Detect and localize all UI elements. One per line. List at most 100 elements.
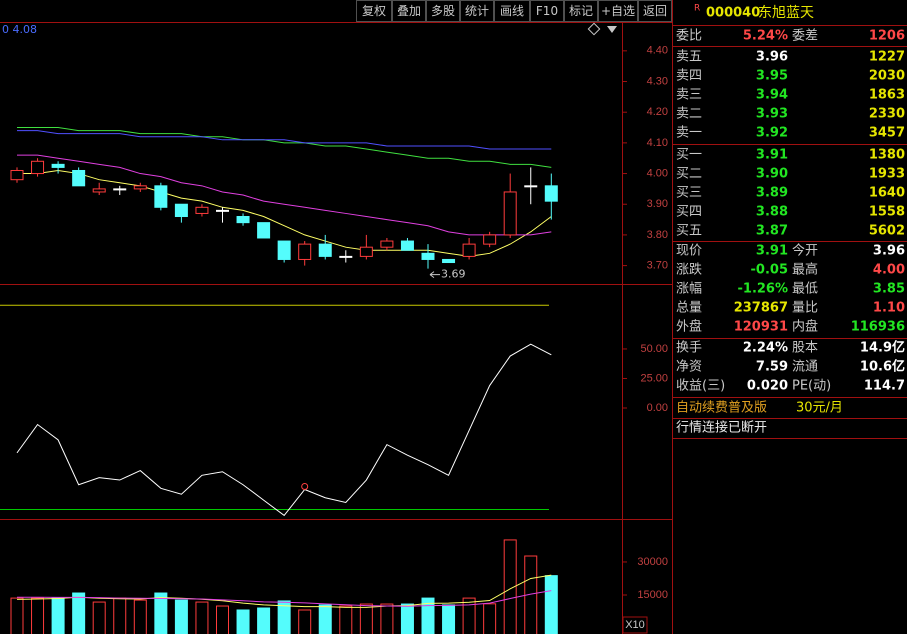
button-frame[interactable] <box>460 0 494 22</box>
annotation-label: 3.69 <box>441 268 466 281</box>
button-frame[interactable] <box>638 0 672 22</box>
field-value: 116936 <box>851 320 905 335</box>
diamond-icon[interactable] <box>587 22 601 36</box>
volume-bar <box>544 575 558 634</box>
volume-average <box>17 590 552 607</box>
book-price: 3.91 <box>756 148 788 163</box>
volume-bar <box>462 597 476 634</box>
book-label: 买二 <box>676 167 702 182</box>
button-frame[interactable] <box>356 0 392 22</box>
candle-body <box>380 240 394 248</box>
toolbar-button[interactable]: 返回 <box>638 0 672 22</box>
unit-box <box>622 616 648 634</box>
candle-body <box>257 222 271 239</box>
stock-name: 东旭蓝天 <box>758 5 814 21</box>
book-label: 买一 <box>676 148 702 163</box>
field-label: 外盘 <box>676 319 702 335</box>
volume-bar <box>339 605 353 634</box>
moving-average <box>17 130 552 150</box>
volume-bar <box>31 597 45 634</box>
signal-marker <box>301 482 309 490</box>
candle-body <box>544 185 558 202</box>
field-label: 涨跌 <box>676 262 702 278</box>
volume-bar <box>380 603 394 634</box>
candle-body <box>154 185 168 208</box>
candle-body <box>10 169 24 181</box>
field-value: 0.020 <box>747 379 788 394</box>
volume-bar <box>524 555 538 634</box>
volume-bar <box>51 597 65 634</box>
book-label: 买四 <box>676 205 702 220</box>
field-value: 3.91 <box>756 244 788 259</box>
button-frame[interactable] <box>530 0 564 22</box>
book-label: 卖五 <box>676 50 702 65</box>
toolbar-button[interactable]: 多股 <box>426 0 460 22</box>
toolbar-button[interactable]: 叠加 <box>392 0 426 22</box>
promo-text[interactable]: 自动续费普及版 <box>676 401 767 416</box>
field-value: 14.9亿 <box>860 340 905 356</box>
button-label[interactable]: 叠加 <box>397 4 421 18</box>
button-frame[interactable] <box>598 0 638 22</box>
field-label: 流通 <box>792 360 818 375</box>
field-value: 1206 <box>869 29 905 44</box>
book-volume: 2030 <box>869 69 905 84</box>
moving-average <box>17 154 552 236</box>
candle-body <box>174 203 188 218</box>
candle-body <box>277 240 291 260</box>
button-label[interactable]: 多股 <box>431 4 455 18</box>
candle-body <box>72 169 86 187</box>
button-label[interactable]: +自选 <box>601 4 635 18</box>
field-value: 120931 <box>734 320 788 335</box>
volume-bar <box>359 603 373 634</box>
button-frame[interactable] <box>392 0 426 22</box>
book-volume: 1380 <box>869 148 905 163</box>
book-volume: 1558 <box>869 205 905 220</box>
candle-body <box>133 185 147 190</box>
y-tick-label: 4.30 <box>647 75 668 87</box>
volume-bar <box>421 597 435 634</box>
candle-body <box>359 246 373 257</box>
button-label[interactable]: 统计 <box>465 4 489 18</box>
toolbar-button[interactable]: 画线 <box>494 0 530 22</box>
toolbar-button[interactable]: F10 <box>530 0 564 22</box>
field-value: 3.85 <box>873 282 905 297</box>
candle-body <box>483 234 497 245</box>
field-value: -0.05 <box>751 263 788 278</box>
field-value: 1.10 <box>873 301 905 316</box>
volume-bar <box>154 592 168 634</box>
toolbar-button[interactable]: 复权 <box>356 0 392 22</box>
toolbar-button[interactable]: +自选 <box>598 0 638 22</box>
button-frame[interactable] <box>564 0 598 22</box>
toolbar-button[interactable]: 统计 <box>460 0 494 22</box>
annotation-arrow <box>429 271 440 279</box>
promo-price[interactable]: 30元/月 <box>796 401 843 416</box>
book-volume: 3457 <box>869 126 905 141</box>
button-label[interactable]: 返回 <box>643 4 667 18</box>
y-tick-label: 50.00 <box>640 343 668 355</box>
volume-bar <box>257 607 271 634</box>
dropdown-icon[interactable] <box>607 26 617 33</box>
field-value: 2.24% <box>743 341 788 356</box>
field-value: 237867 <box>734 301 788 316</box>
button-label[interactable]: 画线 <box>500 4 524 18</box>
y-tick-label: 30000 <box>637 556 668 568</box>
y-tick-label: 4.10 <box>647 137 668 149</box>
candle-body <box>236 216 250 224</box>
volume-bar <box>318 604 332 634</box>
field-value: 3.96 <box>873 244 905 259</box>
volume-bar <box>277 600 291 634</box>
book-price: 3.88 <box>756 205 788 220</box>
button-label[interactable]: F10 <box>536 4 558 18</box>
button-frame[interactable] <box>494 0 530 22</box>
field-value: 5.24% <box>743 29 788 44</box>
button-label[interactable]: 复权 <box>362 4 386 18</box>
candle-body <box>318 243 332 257</box>
field-label: 股本 <box>792 341 818 356</box>
button-frame[interactable] <box>426 0 460 22</box>
field-value: 4.00 <box>873 263 905 278</box>
button-label[interactable]: 标记 <box>569 4 593 18</box>
field-label: 总量 <box>676 301 702 316</box>
candle-body <box>92 188 106 193</box>
toolbar-button[interactable]: 标记 <box>564 0 598 22</box>
candle-body <box>400 240 414 251</box>
